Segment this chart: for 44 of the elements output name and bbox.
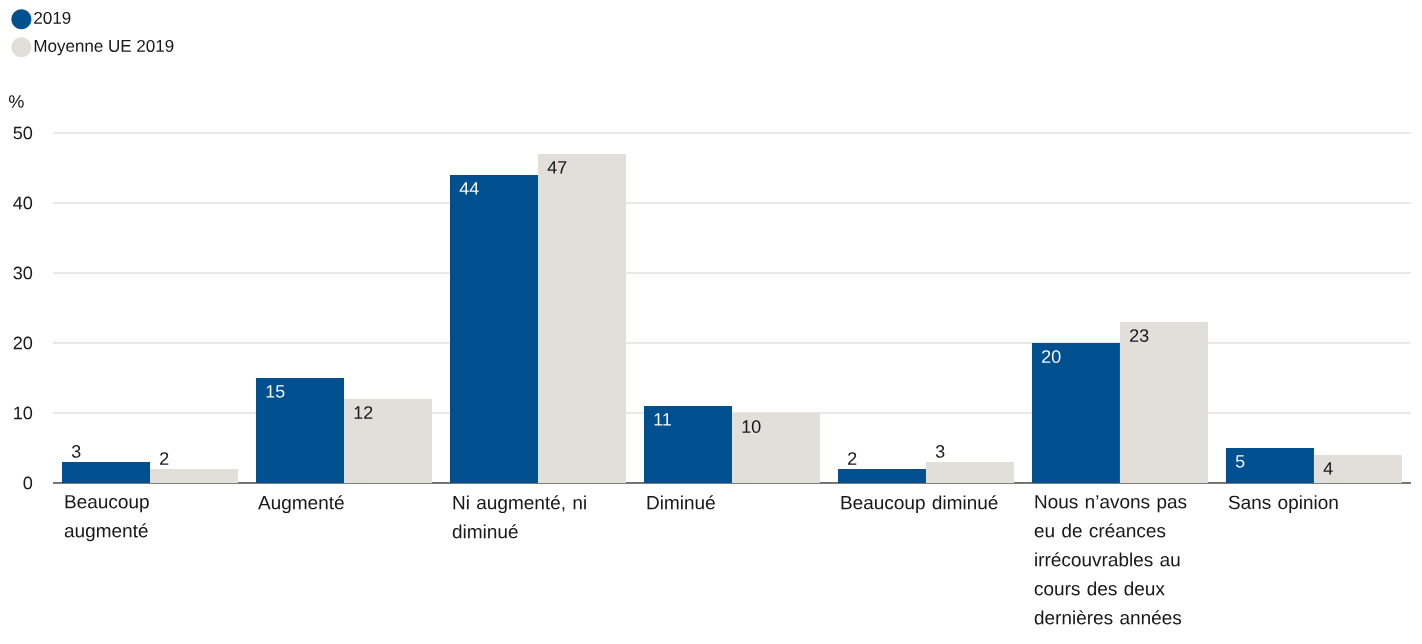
data-label: 23 (1130, 329, 1149, 342)
data-label: 44 (459, 182, 479, 195)
data-label: 11 (654, 413, 671, 426)
bar (344, 398, 432, 483)
x-tick-label: Ni augmenté, ni diminué (452, 495, 586, 539)
data-label: 15 (266, 385, 285, 398)
bar (450, 174, 538, 483)
data-label: 47 (547, 161, 567, 174)
bar (62, 461, 151, 483)
bar (731, 412, 820, 483)
bar (1225, 447, 1314, 483)
x-tick-label: Diminué (647, 495, 715, 510)
bar (1031, 342, 1120, 483)
y-tick-label: 40 (13, 196, 33, 210)
data-label: 4 (1323, 462, 1333, 475)
y-tick-label: 20 (13, 336, 33, 350)
bar (537, 153, 626, 483)
y-tick-label: 10 (14, 406, 33, 420)
bar (837, 468, 926, 483)
data-label: 20 (1042, 350, 1061, 363)
x-tick-label: Augmenté (258, 495, 344, 514)
data-label: 2 (848, 452, 857, 465)
data-label: 3 (71, 445, 81, 458)
bar (925, 461, 1014, 483)
x-tick-label: Nous n’avons pas eu de créances irrécouvrables au cours des deux dernières années (1034, 495, 1187, 625)
data-label: 2 (160, 452, 169, 465)
bar (150, 468, 239, 483)
data-label: 5 (1235, 455, 1245, 468)
bar (1313, 454, 1402, 483)
y-tick-label: 50 (13, 126, 33, 140)
legend-label: Moyenne UE 2019 (34, 39, 174, 56)
y-axis-title: % (9, 95, 24, 108)
y-tick-label: 0 (23, 476, 33, 490)
y-tick-label: 30 (13, 266, 33, 280)
data-label: 3 (935, 445, 945, 458)
legend-label: 2019 (34, 11, 71, 24)
x-tick-label: Sans opinion (1228, 495, 1338, 513)
bar (643, 405, 732, 483)
data-label: 12 (354, 406, 373, 419)
x-tick-label: Beaucoup diminué (841, 495, 998, 514)
x-tick-label: Beaucoup augmenté (64, 495, 149, 542)
bar (1119, 321, 1208, 483)
bar (256, 377, 344, 483)
data-label: 10 (742, 420, 761, 433)
